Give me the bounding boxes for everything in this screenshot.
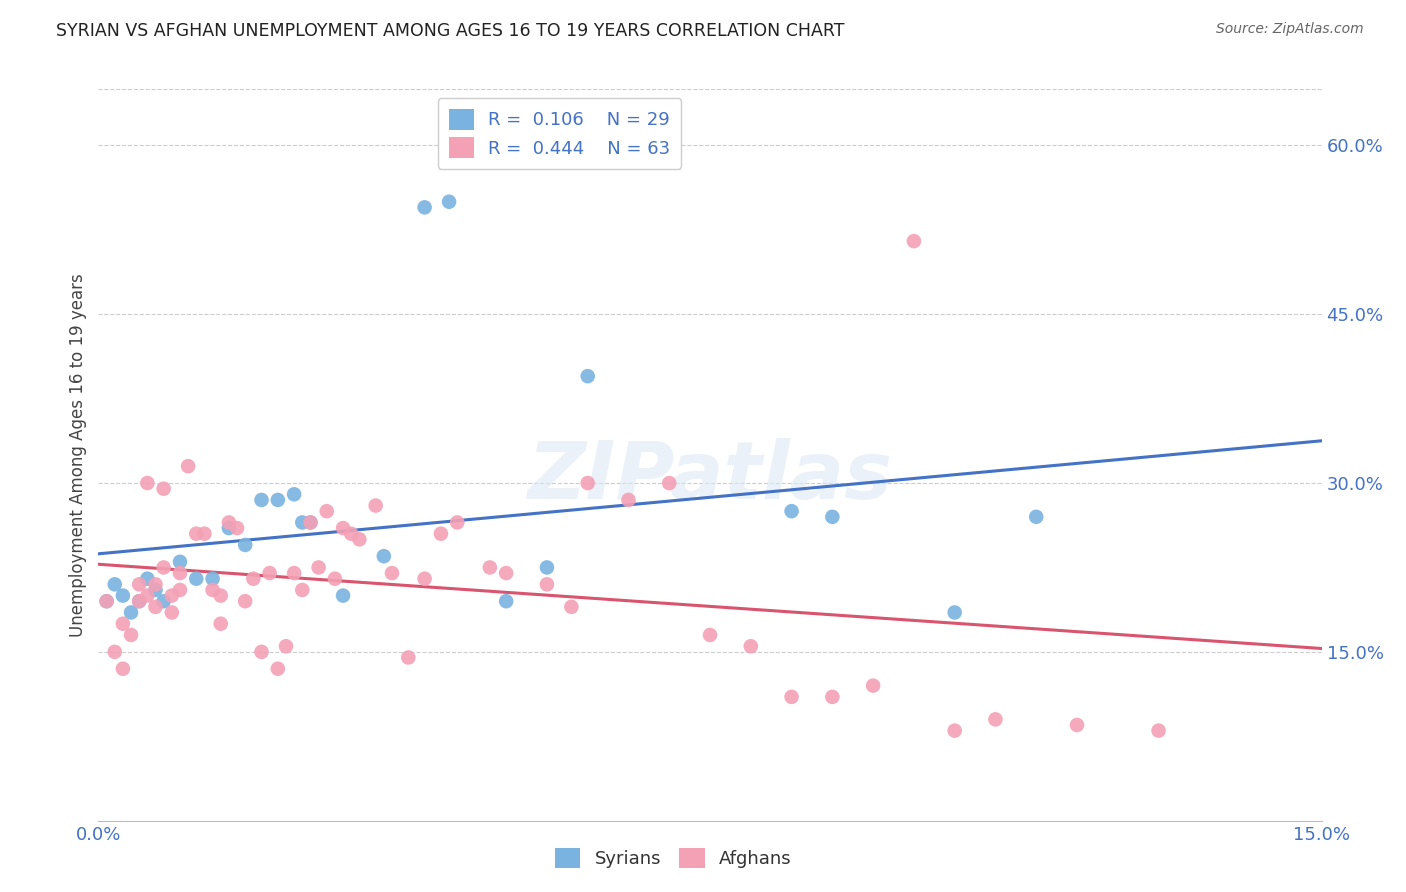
Point [984, 712, 1007, 726]
Point [299, 516, 322, 530]
Point [120, 606, 142, 620]
Point [111, 662, 134, 676]
Point [536, 560, 558, 574]
Point [145, 582, 167, 597]
Point [145, 577, 167, 591]
Point [943, 606, 966, 620]
Point [104, 577, 127, 591]
Point [96, 594, 118, 608]
Point [274, 639, 297, 653]
Point [780, 504, 803, 518]
Point [413, 200, 436, 214]
Text: Source: ZipAtlas.com: Source: ZipAtlas.com [1216, 22, 1364, 37]
Point [495, 566, 517, 580]
Point [576, 476, 599, 491]
Point [340, 526, 363, 541]
Point [308, 560, 330, 574]
Point [96, 594, 118, 608]
Point [128, 577, 150, 591]
Point [186, 572, 208, 586]
Point [160, 606, 183, 620]
Point [413, 572, 436, 586]
Text: ZIPatlas: ZIPatlas [527, 438, 893, 516]
Point [169, 566, 191, 580]
Point [136, 589, 159, 603]
Point [233, 538, 256, 552]
Point [862, 679, 884, 693]
Point [291, 582, 314, 597]
Point [740, 639, 762, 653]
Point [332, 521, 354, 535]
Point [169, 582, 191, 597]
Point [495, 594, 517, 608]
Point [396, 650, 419, 665]
Point [152, 594, 174, 608]
Point [943, 723, 966, 738]
Point [250, 645, 273, 659]
Point [299, 516, 322, 530]
Point [201, 582, 224, 597]
Point [315, 504, 337, 518]
Point [242, 572, 264, 586]
Y-axis label: Unemployment Among Ages 16 to 19 years: Unemployment Among Ages 16 to 19 years [69, 273, 87, 637]
Point [250, 492, 273, 507]
Point [186, 526, 208, 541]
Point [349, 533, 371, 547]
Point [536, 577, 558, 591]
Point [128, 594, 150, 608]
Point [437, 194, 460, 209]
Point [283, 487, 305, 501]
Legend: Syrians, Afghans: Syrians, Afghans [546, 838, 800, 878]
Point [209, 589, 232, 603]
Point [381, 566, 404, 580]
Point [177, 459, 200, 474]
Point [169, 555, 191, 569]
Point [128, 594, 150, 608]
Point [576, 369, 599, 384]
Point [226, 521, 249, 535]
Point [821, 509, 844, 524]
Point [233, 594, 256, 608]
Point [111, 589, 134, 603]
Point [136, 476, 159, 491]
Point [145, 599, 167, 614]
Point [658, 476, 681, 491]
Point [218, 521, 240, 535]
Point [364, 499, 387, 513]
Point [283, 566, 305, 580]
Point [446, 516, 468, 530]
Point [1147, 723, 1170, 738]
Point [193, 526, 215, 541]
Point [560, 599, 582, 614]
Point [332, 589, 354, 603]
Point [903, 234, 925, 248]
Point [780, 690, 803, 704]
Point [209, 616, 232, 631]
Point [291, 516, 314, 530]
Point [160, 589, 183, 603]
Point [267, 492, 290, 507]
Point [323, 572, 346, 586]
Point [104, 645, 127, 659]
Point [267, 662, 290, 676]
Point [201, 572, 224, 586]
Point [373, 549, 395, 564]
Point [152, 482, 174, 496]
Point [430, 526, 453, 541]
Point [218, 516, 240, 530]
Point [617, 492, 640, 507]
Point [111, 616, 134, 631]
Point [136, 572, 159, 586]
Point [259, 566, 281, 580]
Point [821, 690, 844, 704]
Point [1025, 509, 1047, 524]
Point [699, 628, 721, 642]
Point [152, 560, 174, 574]
Text: SYRIAN VS AFGHAN UNEMPLOYMENT AMONG AGES 16 TO 19 YEARS CORRELATION CHART: SYRIAN VS AFGHAN UNEMPLOYMENT AMONG AGES… [56, 22, 845, 40]
Point [1066, 718, 1088, 732]
Point [478, 560, 501, 574]
Point [120, 628, 142, 642]
